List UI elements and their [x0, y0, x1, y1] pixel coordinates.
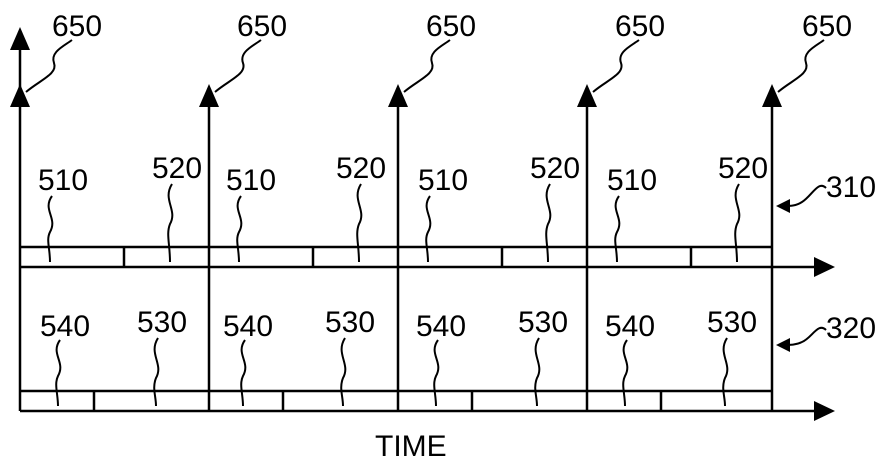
label-530: 530	[707, 306, 757, 339]
row-310-labels: 510 520 510 520 510 520 510 520	[38, 152, 768, 262]
label-650: 650	[237, 10, 287, 43]
event-arrow-4	[577, 40, 639, 411]
leader-310-arrowhead	[776, 199, 790, 213]
label-530: 530	[137, 306, 187, 339]
leader-540	[241, 340, 245, 406]
time-axis-top-arrowhead	[814, 257, 835, 277]
label-520: 520	[718, 152, 768, 185]
event-arrow-5	[762, 40, 824, 411]
leader-650	[26, 40, 72, 92]
label-540: 540	[40, 310, 90, 343]
label-510: 510	[226, 164, 276, 197]
label-650: 650	[426, 10, 476, 43]
time-axis-bottom-arrowhead	[814, 401, 835, 421]
leader-520	[546, 184, 550, 262]
row-310	[20, 247, 772, 267]
leader-320-arrowhead	[776, 338, 790, 352]
label-530: 530	[518, 306, 568, 339]
leader-650	[778, 40, 824, 92]
leader-650	[404, 40, 450, 92]
row-ref-320: 320	[776, 312, 876, 352]
label-510: 510	[38, 164, 88, 197]
time-axis-bottom	[20, 401, 835, 421]
label-510: 510	[418, 164, 468, 197]
leader-320	[784, 328, 826, 345]
leader-520	[735, 184, 739, 262]
leader-540	[434, 340, 438, 406]
event-arrow-1	[10, 27, 72, 411]
leader-530	[154, 338, 158, 406]
event-arrow-3	[388, 40, 450, 411]
label-310: 310	[826, 171, 876, 204]
leader-530	[535, 338, 539, 406]
label-540: 540	[416, 310, 466, 343]
time-axis-label: TIME	[375, 430, 447, 463]
event-arrow-head	[388, 84, 408, 107]
label-520: 520	[530, 152, 580, 185]
leader-510	[426, 196, 430, 262]
label-540: 540	[223, 310, 273, 343]
label-650: 650	[615, 10, 665, 43]
leader-520	[168, 184, 172, 262]
leader-650	[215, 40, 261, 92]
label-530: 530	[325, 306, 375, 339]
event-arrow-head	[577, 84, 597, 107]
event-arrow-head	[762, 84, 782, 107]
event-arrow-upper-head	[10, 27, 30, 50]
label-650: 650	[52, 10, 102, 43]
leader-510	[48, 196, 52, 262]
row-ref-310: 310	[776, 171, 876, 213]
leader-650	[593, 40, 639, 92]
leader-540	[56, 340, 60, 406]
event-arrow-head	[199, 84, 219, 107]
label-520: 520	[336, 152, 386, 185]
event-arrow-2	[199, 40, 261, 411]
leader-510	[615, 196, 619, 262]
label-650: 650	[802, 10, 852, 43]
event-arrow-lower-head	[10, 84, 30, 107]
leader-530	[723, 338, 727, 406]
label-510: 510	[607, 164, 657, 197]
leader-530	[341, 338, 345, 406]
row-320	[20, 391, 772, 411]
label-540: 540	[605, 310, 655, 343]
leader-540	[623, 340, 627, 406]
leader-510	[237, 196, 241, 262]
label-520: 520	[152, 152, 202, 185]
label-320: 320	[826, 312, 876, 345]
leader-310	[784, 186, 826, 206]
leader-520	[357, 184, 361, 262]
